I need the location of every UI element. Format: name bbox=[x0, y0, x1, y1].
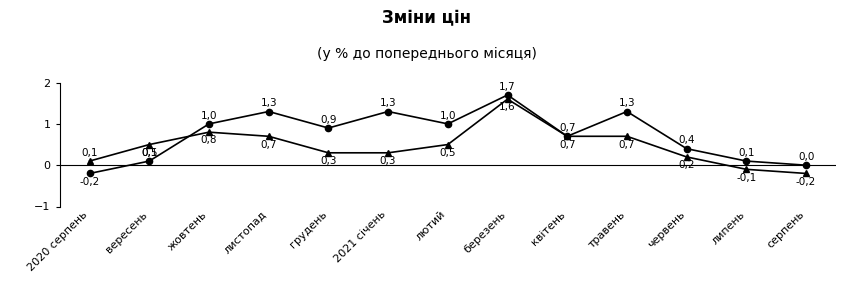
Text: 0,4: 0,4 bbox=[677, 135, 694, 145]
Text: 1,0: 1,0 bbox=[439, 111, 456, 121]
Text: 0,1: 0,1 bbox=[81, 148, 98, 158]
Text: 0,0: 0,0 bbox=[797, 152, 814, 162]
Text: 0,7: 0,7 bbox=[618, 140, 635, 150]
Text: 0,5: 0,5 bbox=[439, 148, 456, 158]
Text: 0,1: 0,1 bbox=[141, 148, 158, 158]
Text: 0,9: 0,9 bbox=[320, 115, 337, 125]
Text: -0,1: -0,1 bbox=[735, 173, 756, 183]
Text: 1,7: 1,7 bbox=[498, 82, 515, 92]
Text: 1,0: 1,0 bbox=[200, 111, 217, 121]
Text: 1,6: 1,6 bbox=[498, 102, 515, 112]
Text: Зміни цін: Зміни цін bbox=[382, 9, 470, 27]
Text: 1,3: 1,3 bbox=[260, 98, 277, 108]
Text: 1,3: 1,3 bbox=[618, 98, 635, 108]
Text: 0,7: 0,7 bbox=[558, 140, 575, 150]
Text: -0,2: -0,2 bbox=[79, 177, 100, 187]
Text: 0,3: 0,3 bbox=[320, 156, 337, 166]
Text: 0,2: 0,2 bbox=[677, 160, 694, 170]
Text: -0,2: -0,2 bbox=[795, 177, 815, 187]
Text: 0,5: 0,5 bbox=[141, 148, 158, 158]
Text: 0,1: 0,1 bbox=[737, 148, 754, 158]
Text: 0,7: 0,7 bbox=[260, 140, 277, 150]
Text: 0,7: 0,7 bbox=[558, 123, 575, 133]
Text: 0,8: 0,8 bbox=[200, 135, 217, 145]
Text: 1,3: 1,3 bbox=[379, 98, 396, 108]
Text: (у % до попереднього місяця): (у % до попереднього місяця) bbox=[316, 47, 536, 61]
Text: 0,3: 0,3 bbox=[379, 156, 396, 166]
